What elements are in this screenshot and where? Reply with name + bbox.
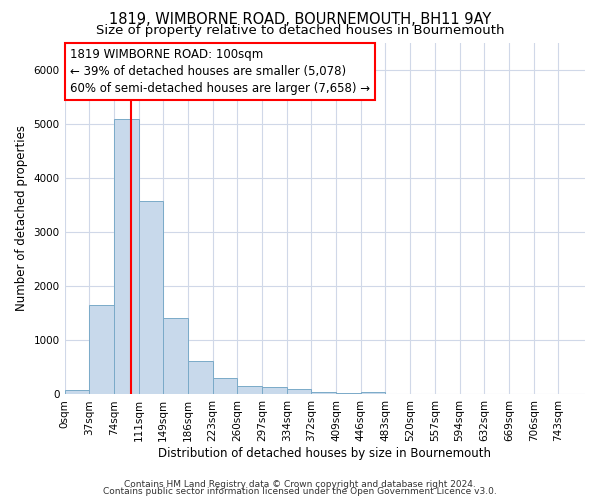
Bar xyxy=(89,305,114,394)
Text: 1819 WIMBORNE ROAD: 100sqm
← 39% of detached houses are smaller (5,078)
60% of s: 1819 WIMBORNE ROAD: 100sqm ← 39% of deta… xyxy=(70,48,370,95)
Text: Contains public sector information licensed under the Open Government Licence v3: Contains public sector information licen… xyxy=(103,487,497,496)
Bar xyxy=(163,318,188,394)
Bar xyxy=(336,393,361,394)
Text: Size of property relative to detached houses in Bournemouth: Size of property relative to detached ho… xyxy=(96,24,504,37)
Text: 1819, WIMBORNE ROAD, BOURNEMOUTH, BH11 9AY: 1819, WIMBORNE ROAD, BOURNEMOUTH, BH11 9… xyxy=(109,12,491,28)
Bar xyxy=(361,392,385,394)
Bar xyxy=(262,388,287,394)
Y-axis label: Number of detached properties: Number of detached properties xyxy=(15,126,28,312)
Bar xyxy=(114,120,139,394)
Bar xyxy=(311,392,336,394)
X-axis label: Distribution of detached houses by size in Bournemouth: Distribution of detached houses by size … xyxy=(158,447,491,460)
Bar xyxy=(238,386,262,394)
Text: Contains HM Land Registry data © Crown copyright and database right 2024.: Contains HM Land Registry data © Crown c… xyxy=(124,480,476,489)
Bar xyxy=(188,362,212,394)
Bar xyxy=(139,200,163,394)
Bar xyxy=(287,389,311,394)
Bar xyxy=(212,378,238,394)
Bar xyxy=(65,390,89,394)
